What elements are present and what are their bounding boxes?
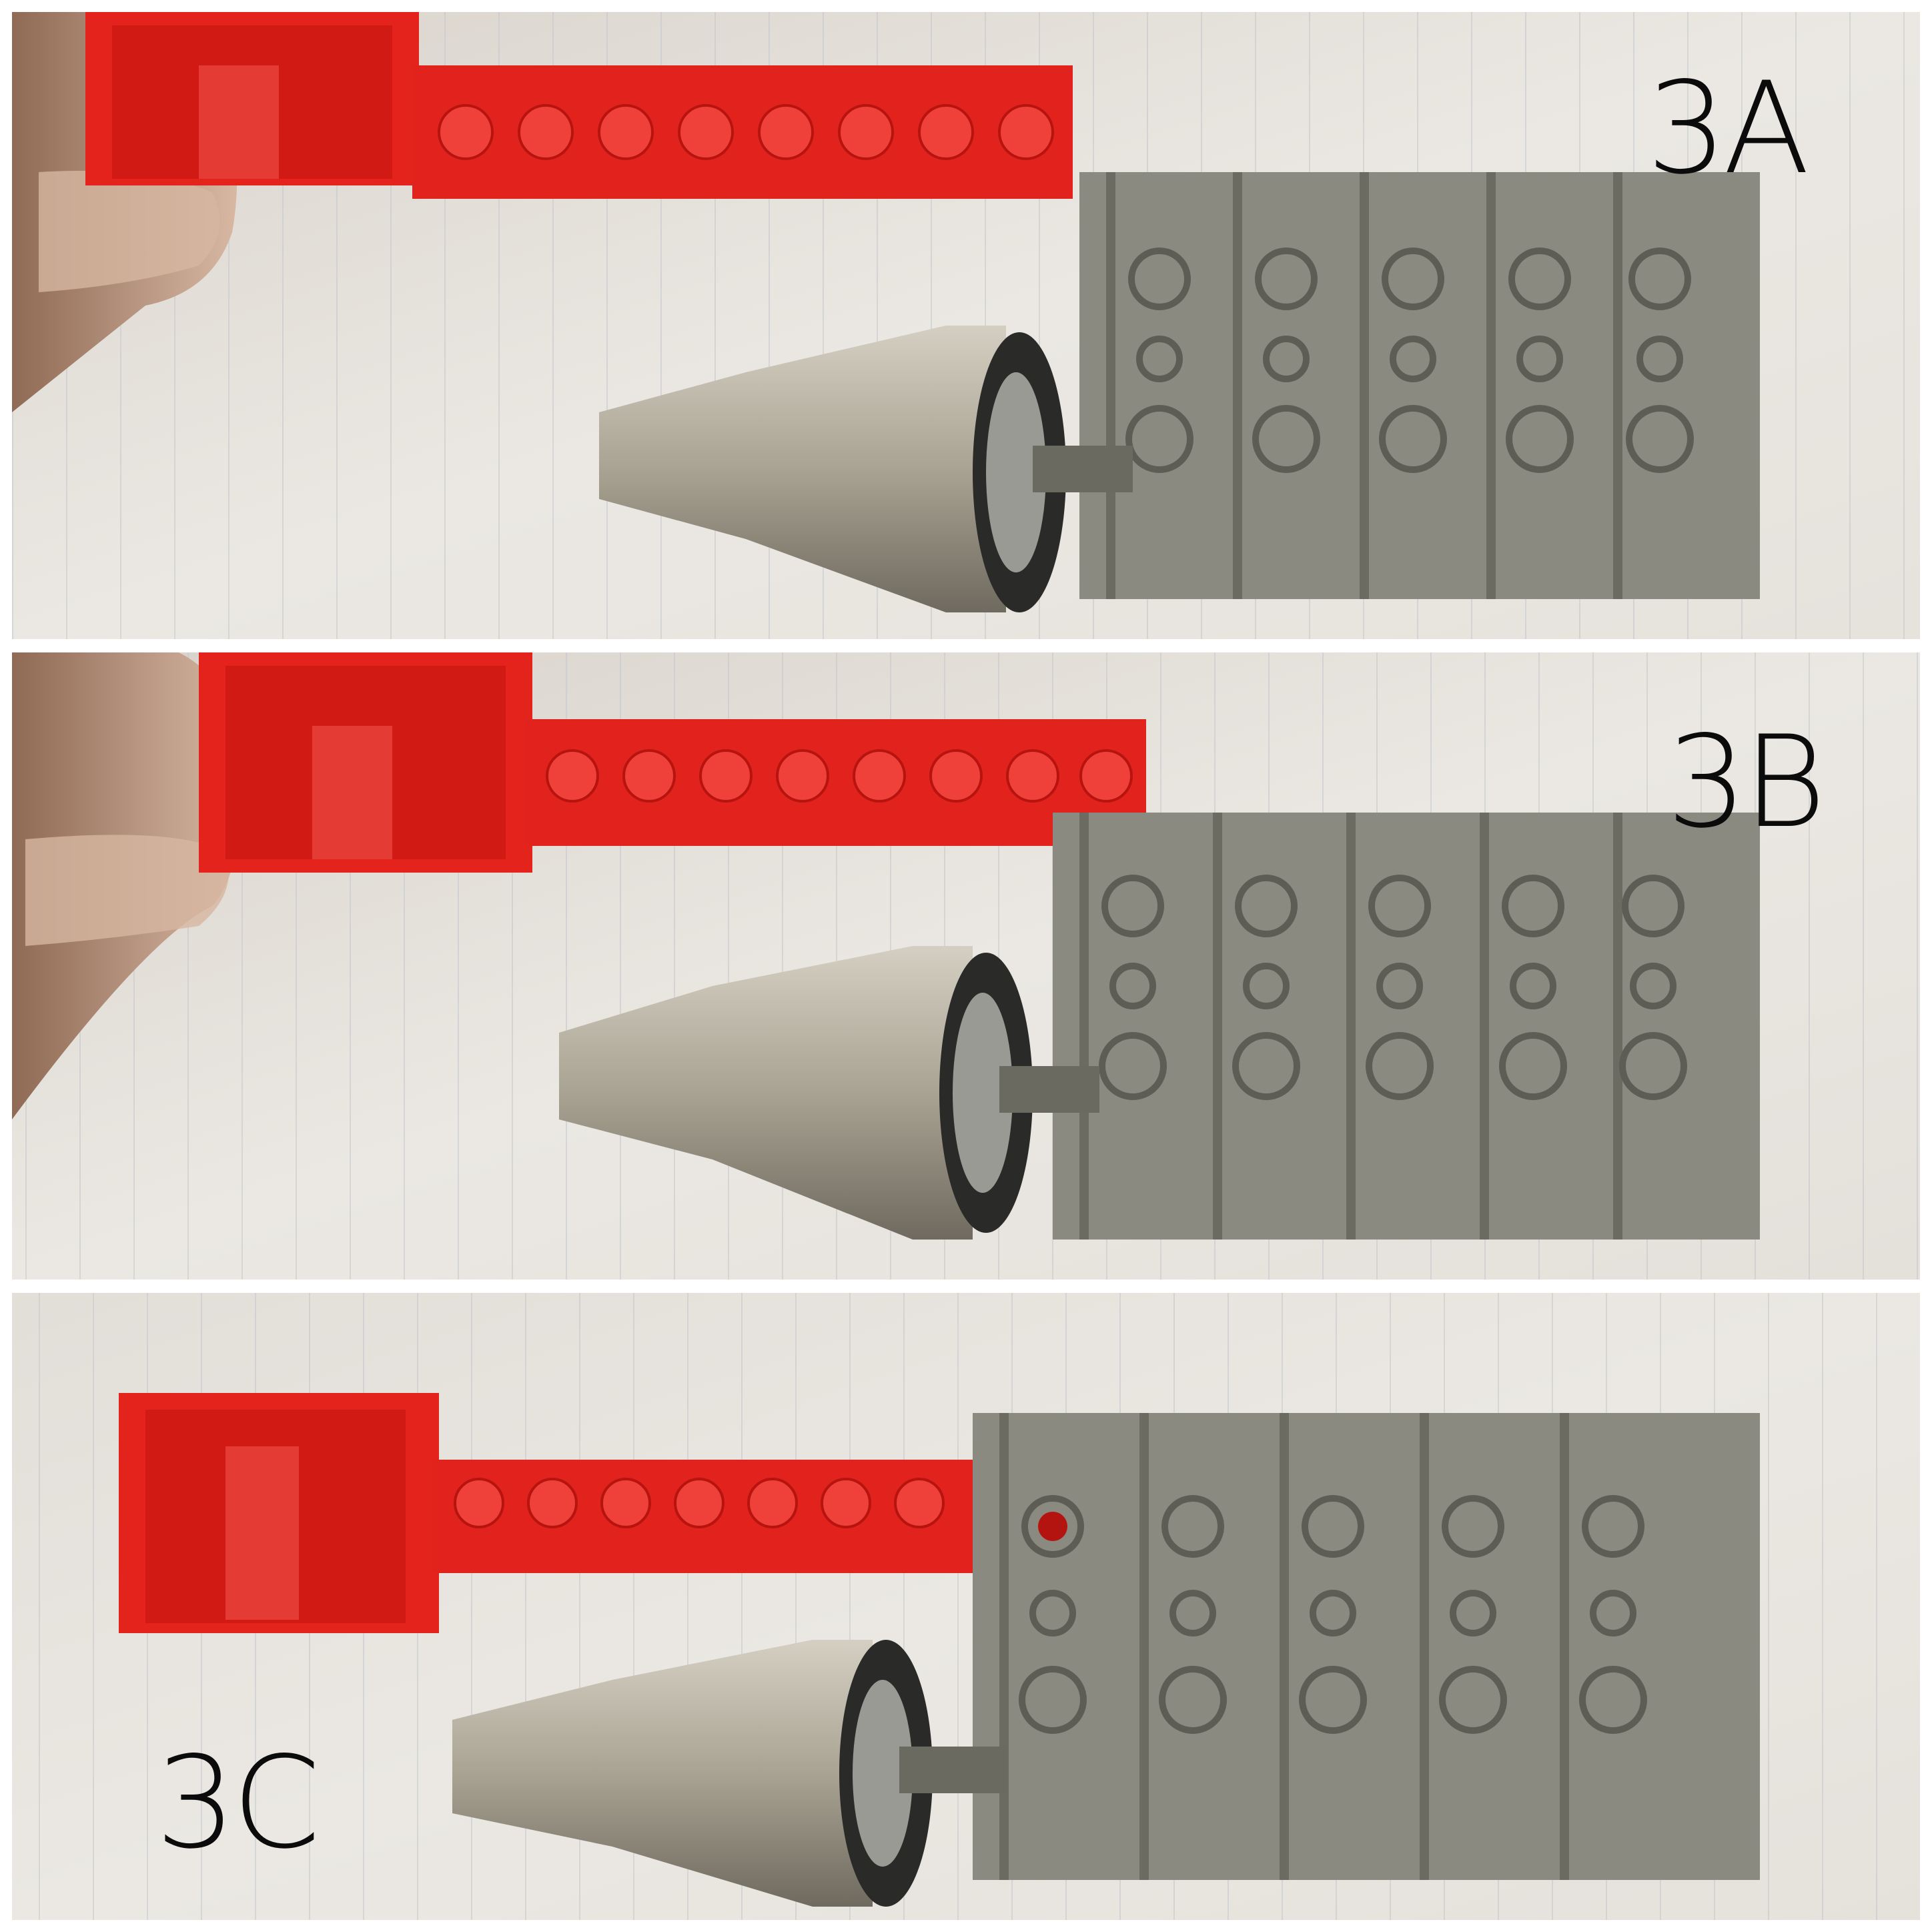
gray-track-block [1053, 813, 1760, 1240]
photo-3b-illustration [12, 652, 1920, 1280]
gray-track-block [973, 1413, 1760, 1880]
silver-engine [452, 1640, 1006, 1907]
panel-label-3b: 3B [1666, 708, 1826, 856]
panel-label-3a: 3A [1646, 55, 1810, 202]
photo-3c-illustration [12, 1293, 1920, 1920]
gray-track-block [1079, 172, 1760, 599]
silver-engine [559, 946, 1099, 1240]
photo-panel-3c: 3C [12, 1293, 1920, 1920]
silver-engine [599, 326, 1133, 612]
photo-panel-3b: 3B [12, 652, 1920, 1280]
panel-label-3c: 3C [155, 1729, 321, 1877]
photo-panel-3a: 3A [12, 12, 1920, 639]
photo-3a-illustration [12, 12, 1920, 639]
